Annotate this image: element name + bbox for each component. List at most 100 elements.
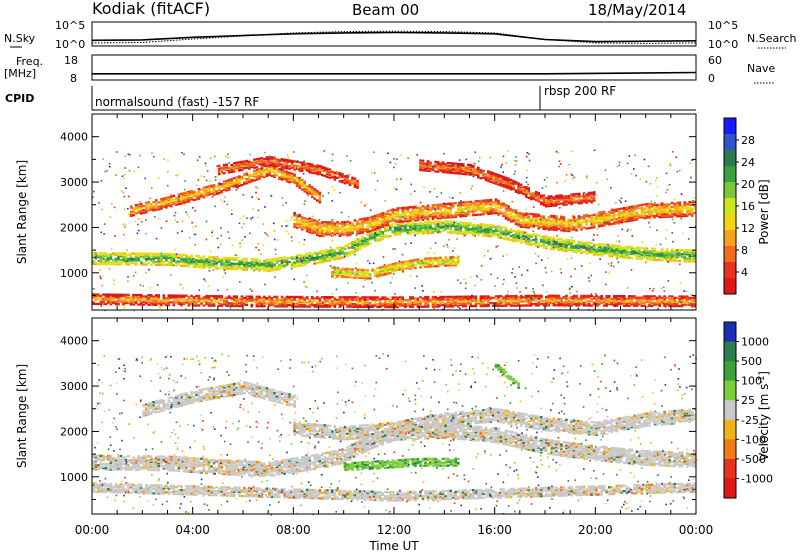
data-cell xyxy=(441,168,445,171)
data-cell xyxy=(285,305,289,308)
data-cell xyxy=(358,225,362,228)
data-cell xyxy=(618,220,621,223)
data-cell xyxy=(154,301,158,304)
data-cell xyxy=(268,168,271,171)
data-cell xyxy=(675,259,679,262)
data-cell xyxy=(550,204,553,207)
data-cell xyxy=(482,200,485,204)
data-cell xyxy=(318,195,322,198)
data-cell xyxy=(386,300,389,303)
data-cell xyxy=(300,305,304,308)
data-cell xyxy=(534,224,538,227)
data-cell xyxy=(404,210,407,213)
data-cell xyxy=(280,163,284,166)
data-cell xyxy=(187,301,191,304)
data-cell xyxy=(655,214,659,217)
data-cell xyxy=(341,271,344,274)
data-cell xyxy=(391,211,395,214)
data-cell xyxy=(265,261,269,264)
data-cell xyxy=(336,257,339,260)
data-cell xyxy=(129,260,133,263)
data-cell xyxy=(502,226,505,229)
data-cell xyxy=(285,174,289,178)
data-cell xyxy=(419,229,422,232)
data-cell xyxy=(625,218,629,222)
data-cell xyxy=(348,305,352,308)
data-cell xyxy=(630,246,634,249)
data-cell xyxy=(484,232,488,235)
data-cell xyxy=(605,250,608,253)
data-cell xyxy=(170,205,173,208)
data-cell xyxy=(429,164,432,167)
data-cell xyxy=(537,213,540,216)
data-cell xyxy=(102,254,105,258)
data-cell xyxy=(552,204,556,207)
data-cell xyxy=(343,298,347,302)
data-cell xyxy=(303,226,306,229)
data-cell xyxy=(102,252,105,255)
data-cell xyxy=(389,227,392,230)
data-cell xyxy=(381,297,384,300)
data-cell xyxy=(230,180,233,183)
data-cell xyxy=(404,260,407,263)
data-cell xyxy=(389,271,392,275)
data-cell xyxy=(394,265,397,268)
data-cell xyxy=(280,266,284,269)
data-cell xyxy=(215,257,218,260)
data-cell xyxy=(358,304,362,307)
data-cell xyxy=(507,177,510,180)
data-cell xyxy=(431,257,435,260)
data-cell xyxy=(227,181,231,184)
data-cell xyxy=(484,177,488,180)
data-cell xyxy=(283,165,286,168)
data-cell xyxy=(497,236,500,239)
data-cell xyxy=(363,298,367,302)
data-cell xyxy=(107,301,110,304)
data-cell xyxy=(361,243,364,247)
data-cell xyxy=(162,256,166,260)
data-cell xyxy=(409,300,412,303)
data-cell xyxy=(285,301,289,304)
data-cell xyxy=(222,168,226,171)
data-cell xyxy=(419,159,422,162)
data-cell xyxy=(172,257,176,260)
data-cell xyxy=(273,167,276,170)
data-cell xyxy=(504,176,508,179)
data-cell xyxy=(253,263,256,266)
data-cell xyxy=(429,258,432,261)
data-cell xyxy=(205,261,208,264)
data-cell xyxy=(580,251,583,254)
data-cell xyxy=(522,216,525,219)
data-cell xyxy=(313,300,317,303)
data-cell xyxy=(441,211,445,214)
data-cell xyxy=(446,225,450,229)
data-cell xyxy=(278,266,281,269)
data-cell xyxy=(592,216,596,219)
data-cell xyxy=(406,207,410,210)
data-cell xyxy=(630,211,634,214)
data-cell xyxy=(162,302,166,305)
data-cell xyxy=(665,215,669,218)
data-cell xyxy=(499,227,503,230)
data-cell xyxy=(550,200,553,203)
data-cell xyxy=(499,205,503,208)
data-cell xyxy=(524,190,528,193)
data-cell xyxy=(675,256,679,260)
data-cell xyxy=(487,226,490,229)
data-cell xyxy=(243,160,246,163)
data-cell xyxy=(504,207,508,211)
data-cell xyxy=(243,260,246,263)
data-cell xyxy=(310,254,314,257)
data-cell xyxy=(542,218,546,221)
data-cell xyxy=(399,261,402,264)
data-cell xyxy=(212,296,216,299)
data-cell xyxy=(298,301,301,304)
data-cell xyxy=(333,273,337,277)
data-cell xyxy=(386,229,389,232)
data-cell xyxy=(459,163,462,166)
data-cell xyxy=(572,201,576,204)
data-cell xyxy=(134,293,138,297)
data-cell xyxy=(250,296,254,300)
data-cell xyxy=(504,182,508,185)
data-cell xyxy=(333,272,337,275)
